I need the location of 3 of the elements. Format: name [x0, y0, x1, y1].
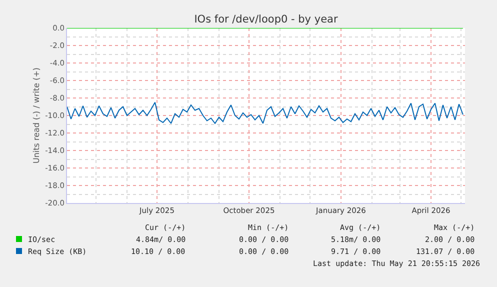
line-series [67, 102, 464, 124]
chart-title: IOs for /dev/loop0 - by year [194, 14, 338, 26]
y-axis-title: Units read (-) / write (+) [32, 67, 41, 164]
